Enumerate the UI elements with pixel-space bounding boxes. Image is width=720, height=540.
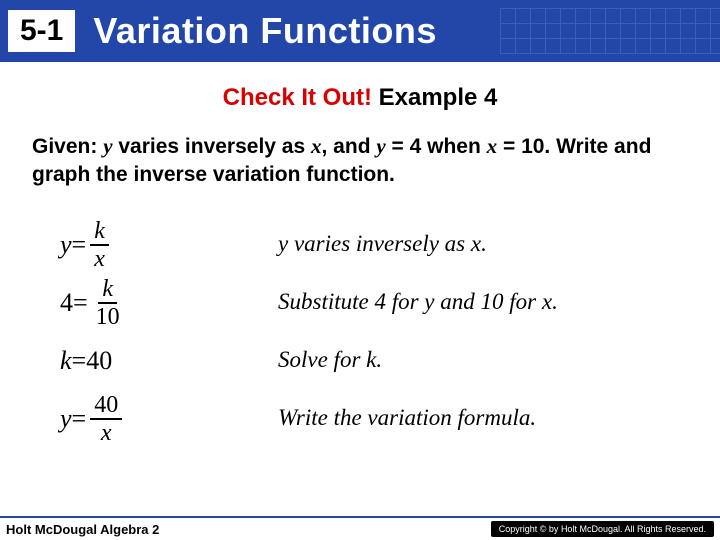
work-area: y = kx 4 = k10 k = 40 y = 40x y varies i… [60, 216, 720, 448]
numerator: 40 [90, 393, 122, 420]
var-y: y [376, 134, 385, 158]
fraction: k10 [92, 277, 124, 329]
header-bar: 5-1 Variation Functions [0, 0, 720, 62]
header-grid-decoration [500, 8, 720, 54]
lesson-number-badge: 5-1 [8, 10, 75, 52]
problem-text: Given: [32, 135, 103, 158]
eq-rhs: 40 [86, 346, 112, 376]
example-subtitle: Check It Out! Example 4 [0, 84, 720, 112]
eq-lhs: 4 [60, 288, 73, 318]
equations-column: y = kx 4 = k10 k = 40 y = 40x [60, 216, 230, 448]
equation-1: y = kx [60, 216, 230, 274]
eq-equals: = [72, 346, 87, 376]
problem-text: varies inversely as [113, 135, 312, 158]
equation-3: k = 40 [60, 332, 230, 390]
var-x: x [487, 134, 498, 158]
numerator: k [90, 219, 109, 246]
var-y: y [103, 134, 112, 158]
footer-copyright: Copyright © by Holt McDougal. All Rights… [491, 521, 714, 537]
numerator: k [98, 277, 117, 304]
problem-text: = 4 when [386, 135, 487, 158]
eq-equals: = [72, 404, 87, 434]
var-x: x [311, 134, 322, 158]
eq-lhs: y [60, 404, 72, 434]
problem-statement: Given: y varies inversely as x, and y = … [32, 132, 688, 190]
example-number: Example 4 [372, 84, 497, 111]
footer-book-title: Holt McDougal Algebra 2 [6, 522, 159, 537]
footer-bar: Holt McDougal Algebra 2 Copyright © by H… [0, 516, 720, 540]
eq-lhs: y [60, 230, 72, 260]
fraction: 40x [90, 393, 122, 445]
eq-lhs: k [60, 346, 72, 376]
explanation-2: Substitute 4 for y and 10 for x. [278, 274, 720, 332]
copyright-text: Copyright © by Holt McDougal. All Rights… [499, 524, 706, 534]
fraction: kx [90, 219, 109, 271]
explanation-1: y varies inversely as x. [278, 216, 720, 274]
explanation-4: Write the variation formula. [278, 390, 720, 448]
denominator: 10 [92, 304, 124, 329]
eq-equals: = [72, 230, 87, 260]
header-title: Variation Functions [93, 10, 437, 52]
equation-2: 4 = k10 [60, 274, 230, 332]
problem-text: , and [322, 135, 377, 158]
explanations-column: y varies inversely as x. Substitute 4 fo… [278, 216, 720, 448]
eq-equals: = [73, 288, 88, 318]
denominator: x [97, 420, 116, 445]
denominator: x [90, 246, 109, 271]
explanation-3: Solve for k. [278, 332, 720, 390]
check-it-out-label: Check It Out! [223, 84, 372, 111]
equation-4: y = 40x [60, 390, 230, 448]
